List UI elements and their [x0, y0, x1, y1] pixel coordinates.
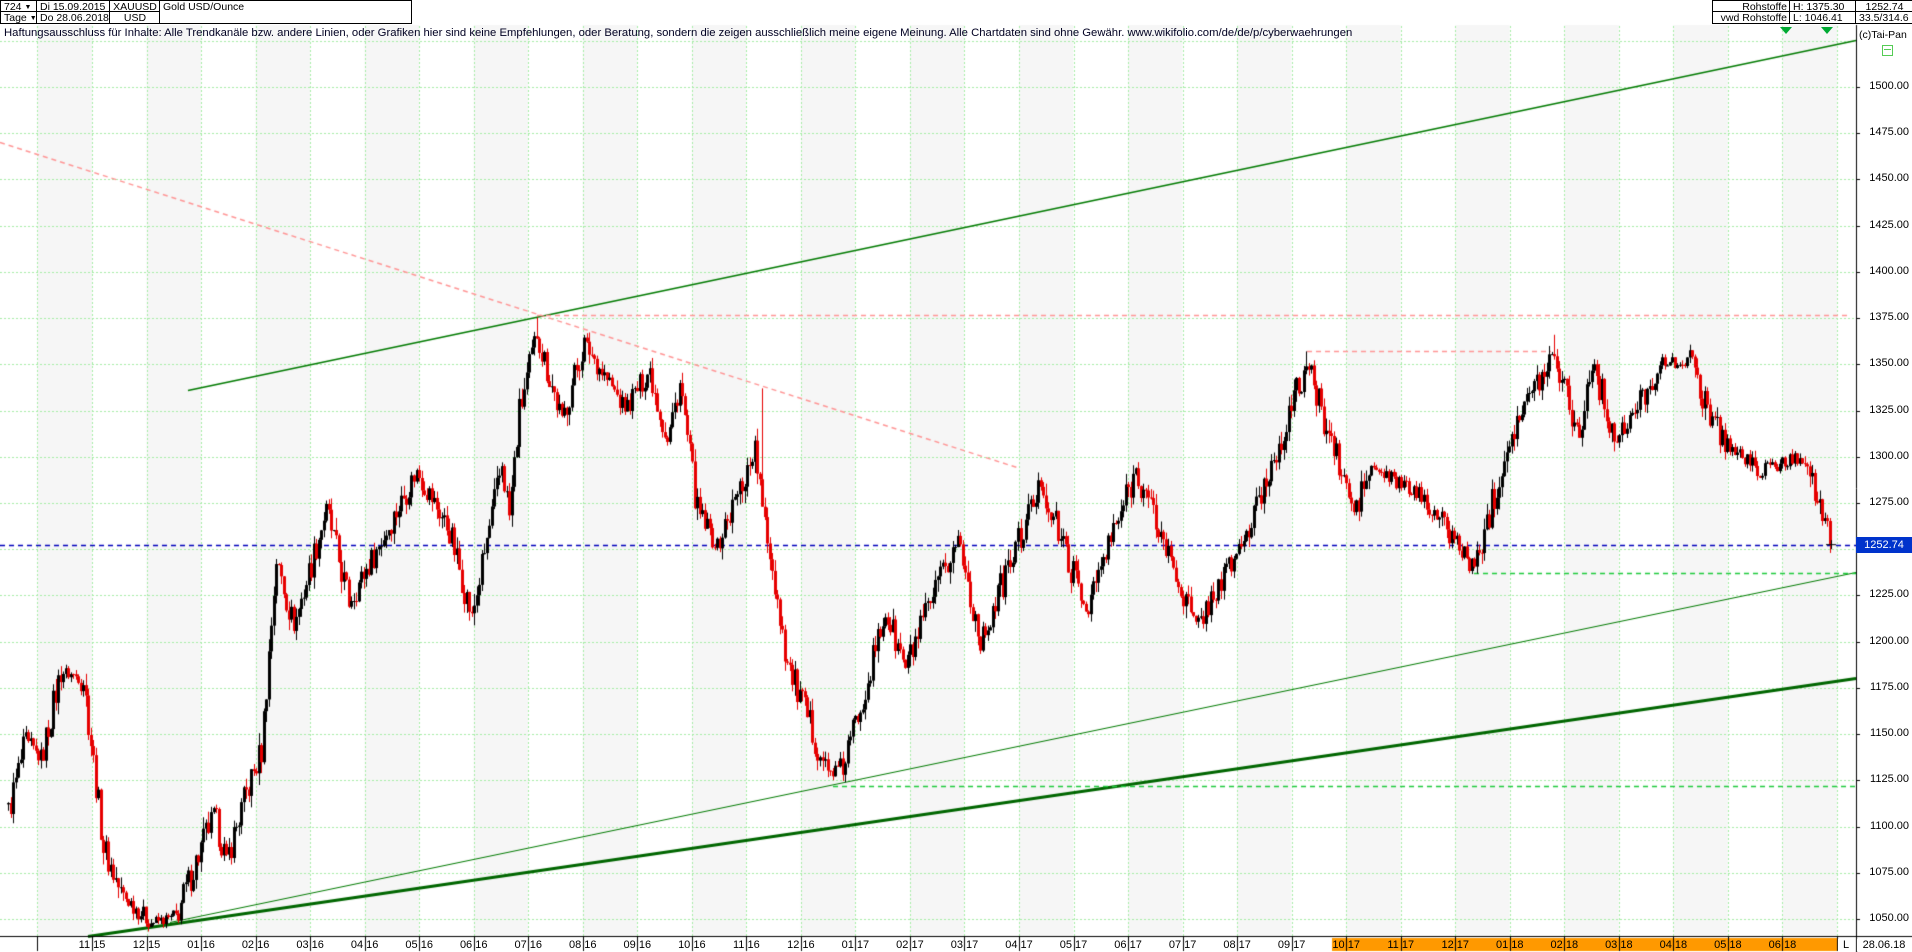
time-axis-label: 04 16 [350, 939, 379, 951]
price-axis-label: 1275.00 [1869, 496, 1909, 508]
timeframe-dropdown[interactable]: Tage ▼ [0, 12, 37, 24]
time-axis-label: 05 18 [1714, 939, 1742, 951]
time-axis-label: 12 16 [787, 939, 815, 951]
price-axis-label: 1150.00 [1870, 727, 1909, 740]
time-axis-label: 09 17 [1277, 939, 1306, 951]
bars-count-dropdown[interactable]: 724 ▼ [0, 0, 37, 13]
price-axis-label: 1200.00 [1869, 634, 1909, 647]
time-axis-label: 06 17 [1114, 939, 1142, 951]
price-axis-label: 1500.00 [1869, 80, 1909, 92]
price-axis-label: 1050.00 [1869, 912, 1909, 924]
time-axis-label: 04 17 [1005, 939, 1033, 951]
time-axis-label: 06 18 [1768, 939, 1797, 951]
price-axis-label: 1350.00 [1869, 357, 1909, 370]
last-value-cell: 1252.74 [1856, 0, 1912, 13]
time-axis-label: 10 17 [1332, 939, 1360, 951]
time-axis-label: 05 17 [1059, 939, 1088, 951]
time-axis-label: 06 16 [459, 939, 488, 951]
copyright-label: (c)Tai-Pan [1859, 29, 1907, 41]
low-cell: L: 1046.41 [1790, 12, 1856, 24]
time-axis-label: 04 18 [1659, 939, 1688, 951]
price-axis-label: 1375.00 [1869, 311, 1909, 324]
time-axis-label: 03 16 [296, 939, 324, 951]
high-cell: H: 1375.30 [1790, 0, 1856, 13]
last-price-badge: 1252.74 [1856, 537, 1912, 553]
price-axis-label: 1475.00 [1869, 126, 1909, 139]
price-axis-label: 1075.00 [1869, 865, 1909, 878]
corner-date-label: 28.06.18 [1857, 939, 1911, 951]
time-axis-label: 03 18 [1605, 939, 1633, 951]
time-axis-label: 12 17 [1441, 939, 1470, 951]
time-axis-label: 01 18 [1496, 939, 1524, 951]
time-axis-label: 08 16 [569, 939, 597, 951]
collapse-pane-icon[interactable] [1882, 45, 1893, 56]
time-axis-label: 10 16 [678, 939, 706, 951]
time-axis-label: 08 17 [1223, 939, 1251, 951]
ratio-cell: 33.5/314.6 [1856, 12, 1912, 24]
symbol-cell[interactable]: XAUUSD [110, 0, 160, 13]
time-axis-label: 11 15 [78, 939, 106, 951]
time-axis-label: 02 17 [896, 939, 924, 951]
last-bar-marker: L [1838, 939, 1854, 951]
time-axis-label: 03 17 [950, 939, 979, 951]
price-axis-label: 1175.00 [1870, 680, 1909, 693]
source-cell: vwd Rohstoffe [1712, 12, 1790, 24]
price-axis-label: 1225.00 [1869, 588, 1909, 601]
date-from-cell[interactable]: Di 15.09.2015 [37, 0, 110, 13]
chevron-down-icon: ▼ [24, 4, 32, 11]
time-axis-label: 11 16 [733, 939, 760, 951]
time-axis-label: 05 16 [405, 939, 433, 951]
time-axis-label: 07 16 [514, 939, 542, 951]
price-axis-label: 1425.00 [1869, 218, 1909, 231]
price-axis-label: 1400.00 [1869, 264, 1909, 277]
time-axis-label: 02 18 [1550, 939, 1579, 951]
marker-triangle-icon [1821, 27, 1833, 34]
time-axis-label: 09 16 [623, 939, 652, 951]
price-axis-label: 1125.00 [1870, 773, 1909, 786]
time-axis-label: 11 17 [1387, 939, 1415, 951]
currency-cell: USD [110, 12, 160, 24]
price-axis-label: 1325.00 [1869, 403, 1909, 416]
group-cell[interactable]: Rohstoffe [1712, 0, 1790, 13]
date-to-cell[interactable]: Do 28.06.2018 [37, 12, 110, 24]
chevron-down-icon: ▼ [29, 15, 37, 22]
price-axis-label: 1100.00 [1870, 819, 1909, 832]
instrument-title: Gold USD/Ounce [160, 0, 412, 24]
time-axis-label: 01 16 [187, 939, 215, 951]
time-axis-label: 02 16 [241, 939, 270, 951]
time-axis-label: 01 17 [841, 939, 870, 951]
marker-triangle-icon [1780, 27, 1792, 34]
time-axis-label: 07 17 [1168, 939, 1197, 951]
disclaimer-text: Haftungsausschluss für Inhalte: Alle Tre… [4, 27, 1353, 39]
time-axis-label: 12 15 [132, 939, 161, 951]
price-axis-label: 1450.00 [1869, 172, 1909, 185]
price-axis-label: 1300.00 [1869, 449, 1909, 462]
